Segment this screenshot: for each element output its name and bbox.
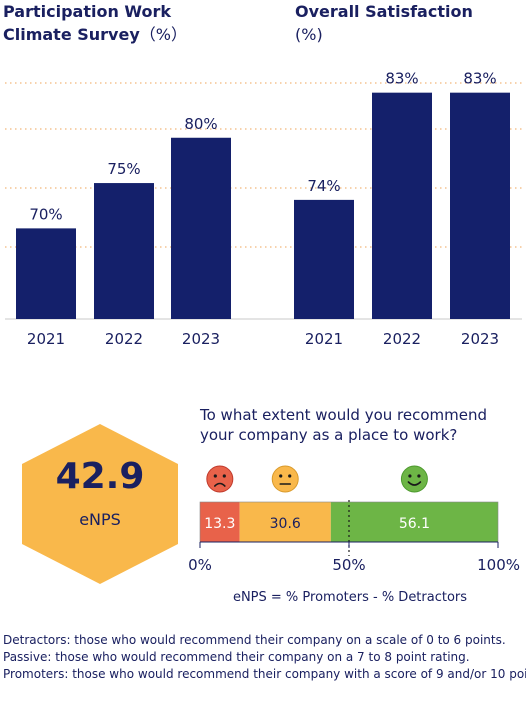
stack-outline xyxy=(199,501,499,543)
participation-tick-label: 2021 xyxy=(27,330,65,348)
stack-segment-label: 30.6 xyxy=(270,516,301,532)
stack-tick-label: 100% xyxy=(477,556,520,574)
participation-title-unit: （%） xyxy=(139,25,187,44)
enps-formula: eNPS = % Promoters - % Detractors xyxy=(232,590,468,605)
participation-bar-2023 xyxy=(171,137,231,319)
question-line1: To what extent would you recommend xyxy=(200,406,487,424)
satisfaction-tick-label: 2021 xyxy=(305,330,343,348)
participation-bar-2022 xyxy=(94,183,154,319)
participation-tick-label: 2022 xyxy=(105,330,143,348)
stack-tick-label: 50% xyxy=(332,556,365,574)
satisfaction-tick-label: 2022 xyxy=(383,330,421,348)
stack-segment-label: 13.3 xyxy=(204,516,235,532)
enps-hexagon-shape xyxy=(22,424,178,584)
satisfaction-value-label: 83% xyxy=(385,70,418,88)
neutral-face-icon xyxy=(271,465,299,493)
participation-title-line2: Climate Survey xyxy=(3,25,140,44)
participation-chart-title: Participation Work Climate Survey（%） xyxy=(3,0,187,46)
satisfaction-tick-label: 2023 xyxy=(461,330,499,348)
enps-value: 42.9 xyxy=(55,456,145,497)
satisfaction-title-unit: (%) xyxy=(295,25,323,44)
participation-bar-2021 xyxy=(16,228,76,319)
satisfaction-title-line1: Overall Satisfaction xyxy=(295,2,473,21)
footnote-passive: Passive: those who would recommend their… xyxy=(3,650,470,664)
participation-value-label: 80% xyxy=(184,115,217,133)
satisfaction-chart-title: Overall Satisfaction (%) xyxy=(295,0,473,46)
recommend-question: To what extent would you recommend your … xyxy=(200,405,500,445)
participation-value-label: 75% xyxy=(107,160,140,178)
footnote-promoters: Promoters: those who would recommend the… xyxy=(3,667,526,681)
enps-hexagon xyxy=(22,424,178,584)
participation-title-line1: Participation Work xyxy=(3,2,172,21)
participation-tick-label: 2023 xyxy=(182,330,220,348)
enps-label: eNPS xyxy=(79,510,121,529)
stack-tick-label: 0% xyxy=(188,556,212,574)
stack-segment-2 xyxy=(330,502,498,542)
satisfaction-bar-2023 xyxy=(450,92,510,319)
satisfaction-bar-2021 xyxy=(294,199,354,319)
participation-value-label: 70% xyxy=(29,205,62,223)
satisfaction-bar-2022 xyxy=(372,92,432,319)
sad-face-icon xyxy=(206,465,234,493)
footnotes: Detractors: those who would recommend th… xyxy=(3,632,526,683)
bar-charts: 70% 2021 75% 2022 80% 2023 74% 2021 83% 2022 83% 20… xyxy=(5,70,522,348)
stack-segment-label: 56.1 xyxy=(399,516,430,532)
satisfaction-value-label: 83% xyxy=(463,70,496,88)
footnote-detractors: Detractors: those who would recommend th… xyxy=(3,633,506,647)
happy-face-icon xyxy=(400,465,428,493)
stack-segment-1 xyxy=(239,502,331,542)
question-line2: your company as a place to work? xyxy=(200,426,458,444)
satisfaction-value-label: 74% xyxy=(307,177,340,195)
stack-segment-0 xyxy=(200,502,240,542)
